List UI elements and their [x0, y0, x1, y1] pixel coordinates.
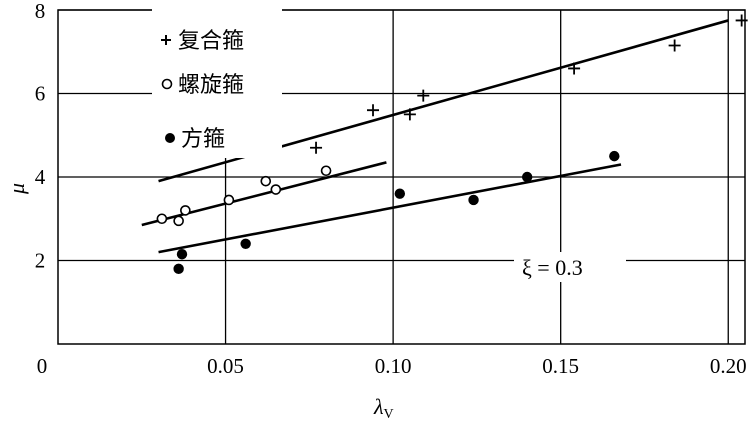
data-point-series-0: [310, 141, 323, 154]
legend-item-spiral-hoop: 螺旋箍: [161, 73, 244, 98]
x-axis-label-subscript: V: [384, 407, 394, 421]
xi-annotation-text: ξ = 0.3: [522, 255, 583, 280]
y-tick-label: 4: [35, 165, 46, 189]
x-tick-label: 0.05: [207, 354, 244, 378]
y-tick-label: 2: [35, 249, 46, 273]
data-markers: [156, 14, 748, 275]
data-point-series-0: [735, 14, 748, 27]
data-point-series-1: [270, 184, 282, 195]
y-tick-label: 6: [35, 82, 46, 106]
xi-annotation: ξ = 0.3: [514, 252, 626, 282]
y-axis-label: μ: [4, 183, 29, 195]
data-point-series-2: [521, 171, 533, 183]
data-point-series-1: [223, 194, 235, 206]
data-point-series-2: [468, 194, 479, 206]
data-point-series-2: [394, 188, 406, 199]
data-point-series-0: [668, 39, 681, 52]
data-point-series-0: [403, 108, 416, 121]
plot-frame: [57, 9, 746, 345]
data-point-series-2: [173, 263, 184, 275]
data-point-series-1: [180, 205, 191, 216]
x-origin-label: 0: [37, 354, 48, 378]
legend-open-circle-marker: [161, 78, 173, 90]
tick-labels: 0.05 0.10 0.15 0.20 0 2 4 6 8: [35, 0, 747, 378]
x-tick-label: 0.15: [542, 354, 579, 378]
data-point-series-1: [320, 165, 332, 177]
x-tick-label: 0.10: [375, 354, 412, 378]
x-tick-label: 0.20: [710, 354, 747, 378]
data-point-series-1: [260, 175, 272, 187]
fit-line-series-2: [158, 163, 622, 254]
data-point-series-1: [156, 213, 168, 225]
x-axis-label-main: λ: [373, 394, 384, 419]
legend-plus-marker: [161, 35, 171, 45]
data-point-series-2: [240, 238, 251, 249]
legend-label-composite-hoop: 复合箍: [178, 29, 244, 54]
xi-annotation-background: [514, 252, 626, 282]
data-point-series-2: [609, 150, 620, 162]
legend-background: [152, 8, 282, 158]
legend-label-square-hoop: 方箍: [181, 127, 225, 152]
data-point-series-2: [176, 249, 188, 260]
legend-item-composite-hoop: 复合箍: [161, 29, 244, 54]
legend-item-square-hoop: 方箍: [165, 127, 225, 152]
data-point-series-0: [417, 89, 430, 102]
legend-label-spiral-hoop: 螺旋箍: [178, 73, 244, 98]
y-tick-label: 8: [35, 0, 46, 23]
legend: 复合箍 螺旋箍 方箍: [152, 8, 282, 158]
data-point-series-0: [367, 104, 380, 117]
legend-filled-circle-marker: [165, 133, 175, 143]
data-point-series-1: [173, 215, 184, 227]
x-axis-label: λV: [373, 394, 394, 421]
data-point-series-0: [568, 62, 581, 75]
